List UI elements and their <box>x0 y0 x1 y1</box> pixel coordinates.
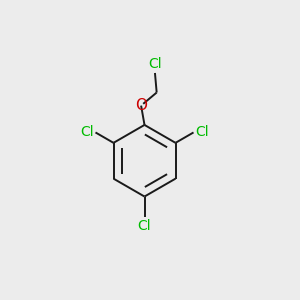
Text: O: O <box>135 98 147 113</box>
Text: Cl: Cl <box>80 125 94 140</box>
Text: Cl: Cl <box>195 125 209 140</box>
Text: Cl: Cl <box>138 219 151 233</box>
Text: Cl: Cl <box>148 57 162 71</box>
